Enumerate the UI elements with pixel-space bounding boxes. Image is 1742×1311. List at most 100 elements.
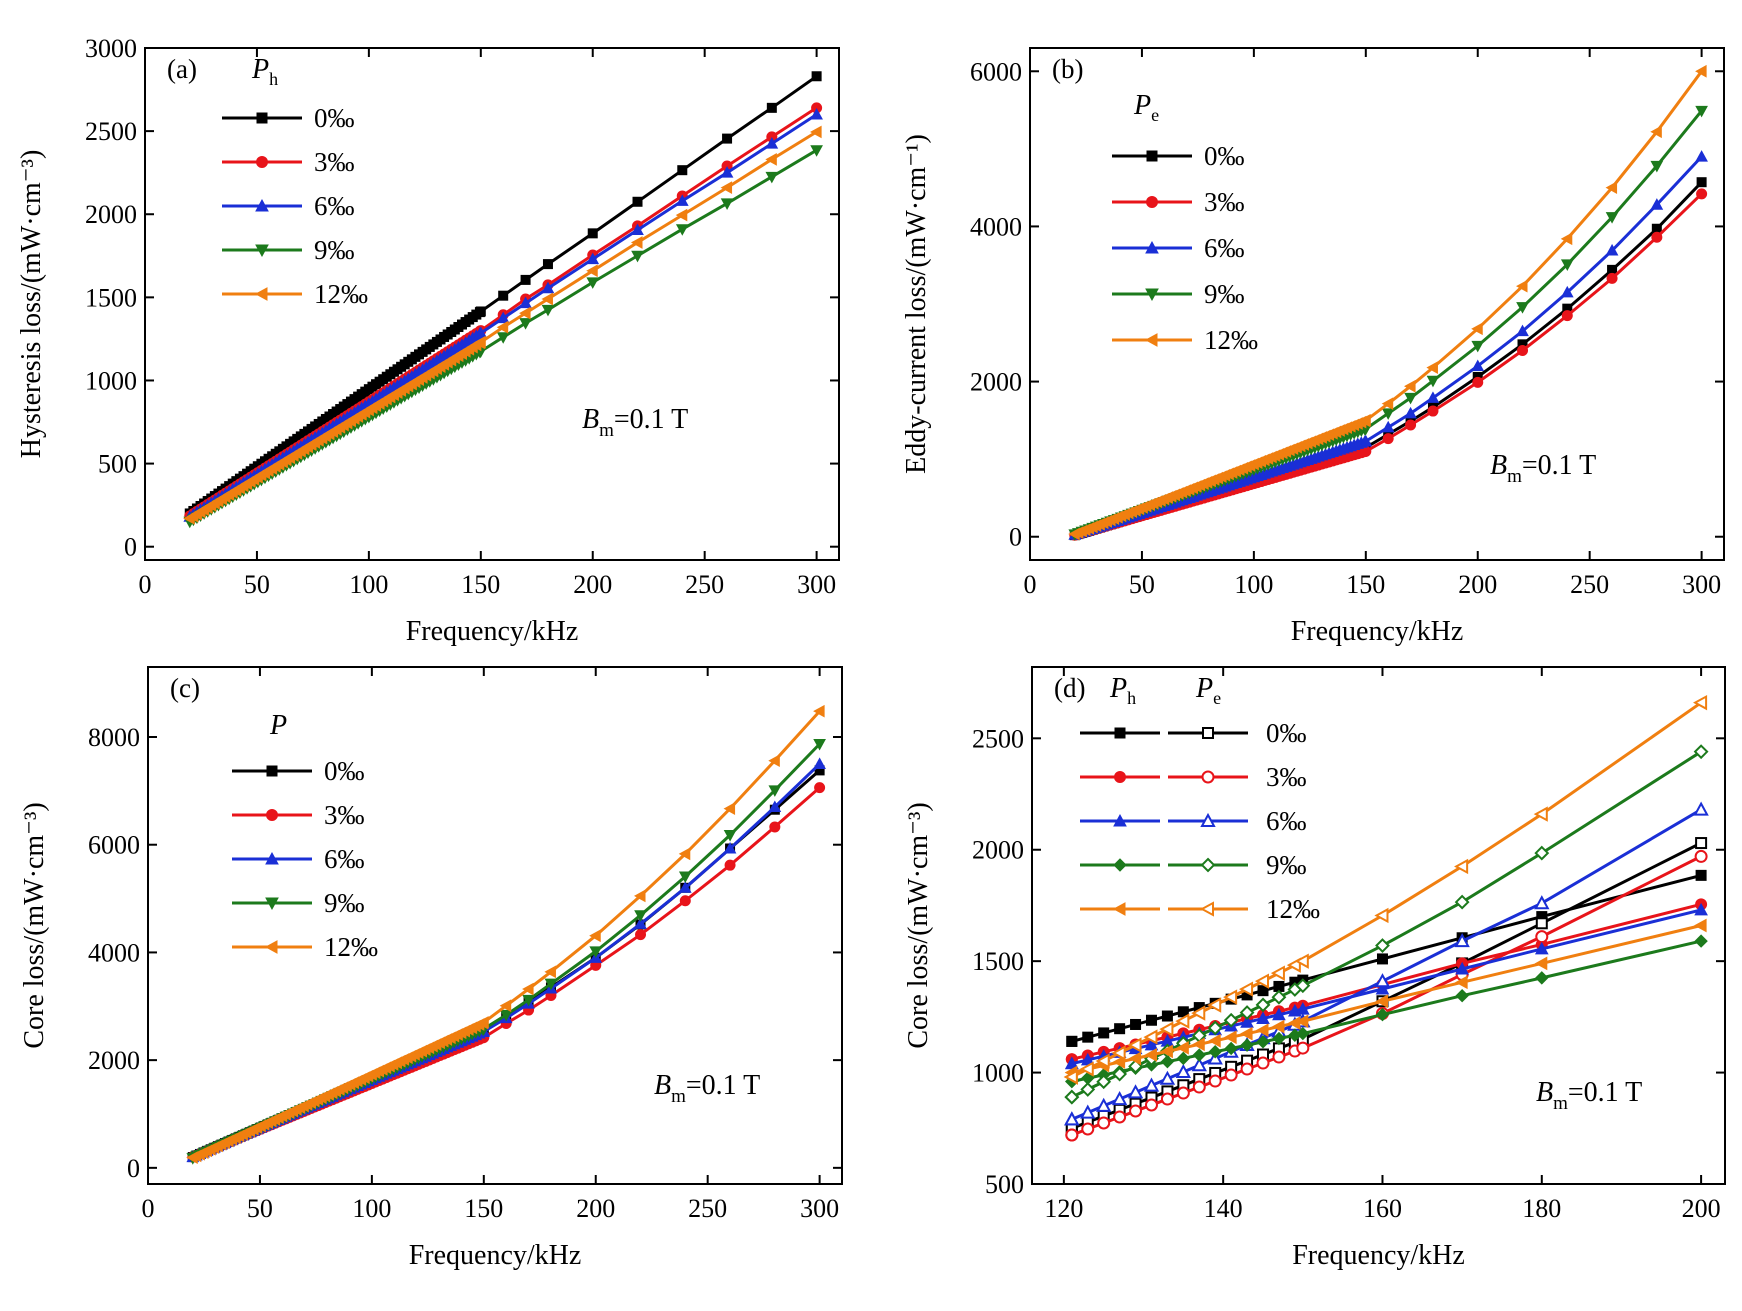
data-point-marker — [1128, 1051, 1142, 1066]
series-Ph-9‰ — [1065, 934, 1708, 1089]
data-point-marker — [768, 754, 780, 768]
data-point-marker — [1426, 391, 1440, 403]
legend-label: 9‰ — [1266, 850, 1307, 880]
data-point-marker — [769, 821, 781, 833]
legend-marker — [1144, 333, 1158, 347]
chart-panel-b: 0 50 100 150 200 250 300 0 2000 4000 6000 Frequency… — [901, 47, 1725, 647]
field-annotation: Bm=0.1 T — [1490, 450, 1596, 487]
panel-label: (d) — [1054, 673, 1085, 703]
x-axis-label: Frequency/kHz — [406, 616, 579, 647]
series-6‰ — [1068, 150, 1708, 540]
legend-label: 3‰ — [314, 147, 355, 177]
data-point-marker — [1127, 1084, 1144, 1099]
data-point-marker — [1405, 419, 1417, 431]
data-point-marker — [768, 785, 782, 797]
field-annotation: Bm=0.1 T — [582, 404, 688, 441]
data-point-marker — [1426, 375, 1440, 388]
data-point-marker — [1064, 1111, 1080, 1126]
data-point-marker — [1272, 1050, 1286, 1064]
data-point-marker — [765, 137, 779, 149]
data-point-marker — [1098, 1027, 1110, 1039]
series-line — [192, 786, 821, 1159]
data-point-marker — [1535, 971, 1549, 985]
data-point-marker — [720, 181, 733, 194]
data-point-marker — [679, 895, 691, 907]
data-point-marker — [1454, 894, 1470, 910]
data-point-marker — [1375, 938, 1390, 953]
data-point-marker — [1296, 1041, 1310, 1055]
x-tick-label: 100 — [349, 570, 388, 599]
x-tick-label: 200 — [1458, 570, 1497, 599]
data-point-marker — [541, 281, 555, 294]
y-tick-label: 500 — [98, 450, 137, 479]
data-point-marker — [1208, 1074, 1222, 1088]
plot-area — [186, 704, 826, 1165]
data-point-marker — [544, 965, 556, 979]
legend: Ph 0‰ 3‰ 6‰ 9‰ 12‰ — [222, 54, 368, 309]
data-point-marker — [1143, 1029, 1158, 1045]
series-line — [1071, 808, 1702, 1121]
data-point-marker — [1224, 1030, 1237, 1045]
data-point-marker — [1224, 1041, 1238, 1056]
legend-marker — [255, 244, 269, 258]
x-tick-label: 100 — [1234, 570, 1273, 599]
data-point-marker — [1257, 985, 1269, 997]
data-point-marker — [1517, 345, 1529, 357]
data-point-marker — [1427, 405, 1439, 417]
x-axis-label: Frequency/kHz — [1291, 616, 1464, 647]
y-tick-label: 500 — [985, 1170, 1024, 1199]
data-point-marker — [1694, 902, 1708, 916]
data-point-marker — [1695, 105, 1708, 118]
legend-marker — [1113, 858, 1127, 872]
data-point-marker — [814, 782, 826, 794]
data-point-marker — [474, 326, 488, 339]
series-Ph-0‰ — [1066, 869, 1707, 1047]
y-tick-label: 4000 — [88, 938, 140, 967]
data-point-marker — [1066, 1035, 1078, 1047]
y-tick-label: 3000 — [85, 34, 137, 63]
y-tick-label: 2500 — [85, 117, 137, 146]
legend-marker — [266, 809, 278, 821]
data-point-marker — [498, 290, 509, 301]
data-point-marker — [1693, 694, 1708, 711]
x-tick-label: 50 — [244, 570, 270, 599]
data-point-marker — [1516, 324, 1529, 337]
data-point-marker — [1605, 243, 1619, 256]
data-point-marker — [1081, 1122, 1095, 1136]
y-tick-label: 0 — [127, 1154, 140, 1183]
series-line — [1074, 109, 1703, 536]
data-point-marker — [635, 929, 647, 941]
data-point-marker — [1255, 1023, 1269, 1038]
data-point-marker — [1534, 941, 1549, 955]
y-tick-label: 0 — [124, 533, 137, 562]
x-tick-label: 300 — [1682, 570, 1721, 599]
panel-label: (a) — [167, 54, 197, 84]
data-point-marker — [1192, 1037, 1205, 1052]
legend-marker — [255, 198, 269, 212]
x-tick-label: 300 — [800, 1194, 839, 1223]
legend-label: 9‰ — [1204, 279, 1245, 309]
data-point-marker — [1374, 973, 1391, 988]
series-Pe-12‰ — [1063, 694, 1708, 1085]
y-tick-label: 1000 — [972, 1059, 1024, 1088]
x-tick-label: 160 — [1363, 1194, 1402, 1223]
data-point-marker — [810, 145, 823, 157]
series-Pe-9‰ — [1064, 744, 1709, 1105]
legend-marker — [1113, 813, 1127, 827]
data-point-marker — [1471, 359, 1485, 372]
data-point-marker — [634, 917, 647, 929]
data-point-marker — [1471, 340, 1485, 353]
data-point-marker — [1176, 1051, 1191, 1066]
y-tick-label: 1500 — [972, 947, 1024, 976]
chart-panel-c: 0 50 100 150 200 250 300 0 2000 4000 6000 8000 Frequ… — [19, 666, 843, 1271]
y-axis-label: Core loss/(mW·cm⁻³) — [903, 802, 934, 1048]
data-point-marker — [1130, 1018, 1142, 1030]
plot-frame — [1029, 47, 1725, 561]
data-point-marker — [519, 296, 532, 309]
data-point-marker — [1294, 953, 1309, 969]
x-axis-label: Frequency/kHz — [1292, 1240, 1465, 1271]
y-tick-label: 6000 — [88, 831, 140, 860]
data-point-marker — [723, 802, 736, 815]
data-point-marker — [1176, 1086, 1190, 1100]
x-tick-label: 180 — [1522, 1194, 1561, 1223]
